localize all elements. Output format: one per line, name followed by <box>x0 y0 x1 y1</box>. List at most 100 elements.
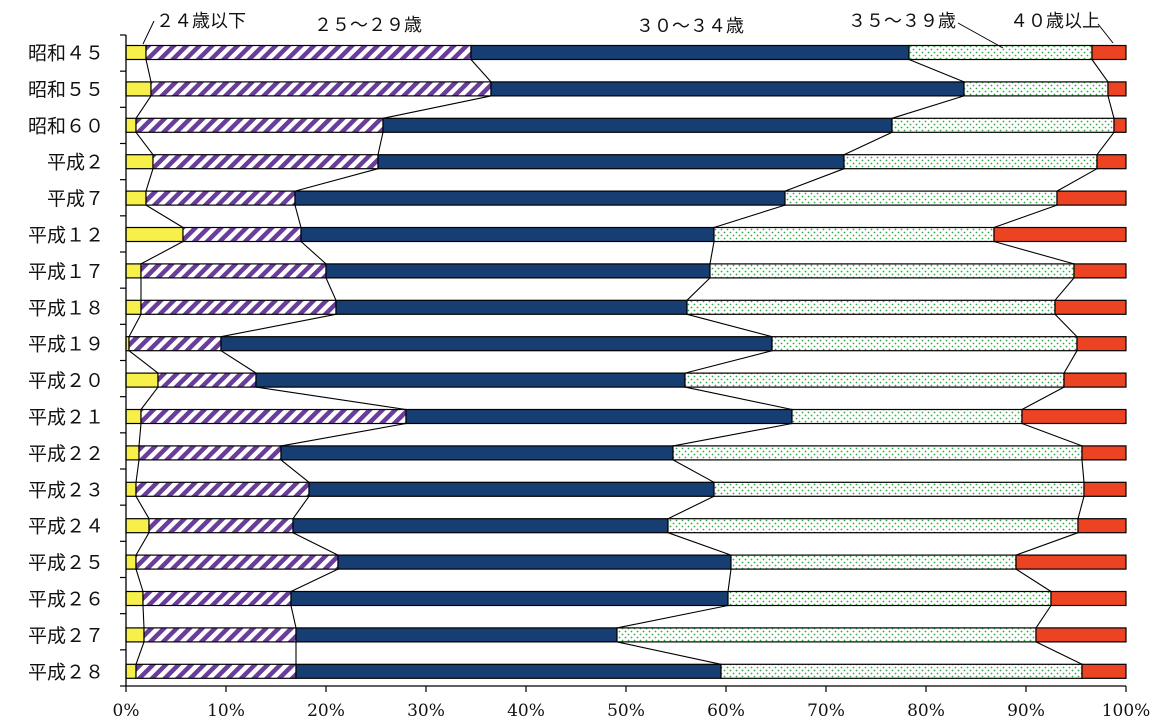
bar-segment-17-series-1 <box>125 627 145 643</box>
bar-segment-11-series-4 <box>791 408 1023 425</box>
connector-line <box>382 95 492 119</box>
category-label: 平成２０ <box>28 370 104 392</box>
bar-layer <box>125 44 1127 679</box>
connector-line <box>1035 641 1083 665</box>
bar-segment-7-series-4 <box>709 263 1075 279</box>
connector-line <box>616 641 722 665</box>
bar-segment-7-series-2 <box>140 263 327 279</box>
connector-line <box>145 168 154 192</box>
connector-line <box>377 132 384 155</box>
connector-line <box>684 350 773 374</box>
category-label: 昭和４５ <box>28 43 104 65</box>
category-label: 平成７ <box>47 188 104 210</box>
connector-line <box>1096 131 1115 156</box>
connector-line <box>128 350 159 374</box>
connector-line <box>667 495 715 520</box>
connector-line <box>1091 59 1109 83</box>
connector-line <box>135 131 154 156</box>
bar-segment-13-series-4 <box>713 481 1085 497</box>
legend-label: ２４歳以下 <box>156 11 246 32</box>
axes <box>120 34 1127 692</box>
bar-segment-8-series-2 <box>140 299 337 315</box>
connector-line <box>1081 459 1085 483</box>
x-tick-label: 90% <box>1007 701 1045 721</box>
legend: ２４歳以下 ２５～２９歳 ３０～３４歳 ３５～３９歳 ４０歳以上 <box>142 11 1114 49</box>
bar-segment-6-series-1 <box>125 226 184 243</box>
bar-segment-10-series-5 <box>1063 372 1127 388</box>
bar-segment-11-series-3 <box>405 408 793 425</box>
bar-segment-11-series-5 <box>1021 408 1127 425</box>
x-tick-label: 100% <box>1102 701 1151 721</box>
bar-segment-18-series-1 <box>125 663 137 679</box>
connector-line <box>255 386 407 411</box>
bar-segment-1-series-2 <box>145 44 472 61</box>
bar-segment-8-series-5 <box>1054 299 1127 315</box>
connector-line <box>325 277 337 301</box>
connector-line <box>672 422 793 447</box>
bar-segment-2-series-2 <box>150 81 492 97</box>
x-tick-label: 60% <box>707 701 745 721</box>
bar-segment-8-series-1 <box>125 299 142 315</box>
bar-segment-15-series-5 <box>1015 554 1127 570</box>
category-label: 平成２４ <box>28 516 104 538</box>
bar-segment-10-series-4 <box>684 372 1065 388</box>
x-tick-label: 20% <box>307 701 345 721</box>
connector-line <box>686 277 711 301</box>
bar-segment-8-series-3 <box>335 299 688 315</box>
bar-segment-5-series-1 <box>125 190 147 206</box>
bar-segment-18-series-5 <box>1081 663 1127 679</box>
legend-label: ２５～２９歳 <box>314 15 422 36</box>
connector-line <box>1054 313 1078 338</box>
bar-segment-9-series-2 <box>128 336 222 352</box>
connector-line <box>145 204 184 228</box>
connector-line <box>135 459 140 483</box>
bar-segment-9-series-3 <box>220 336 773 352</box>
bar-segment-15-series-2 <box>135 554 339 570</box>
bar-segment-10-series-1 <box>125 372 159 388</box>
bar-segment-3-series-1 <box>125 117 137 133</box>
connector-line <box>908 58 965 83</box>
bar-segment-7-series-1 <box>125 263 142 279</box>
connector-line <box>727 569 732 592</box>
x-tick-label: 30% <box>407 701 445 721</box>
bar-segment-5-series-4 <box>784 190 1058 206</box>
connector-line <box>470 59 492 83</box>
connector-line <box>135 532 150 556</box>
bar-segment-8-series-4 <box>686 299 1056 315</box>
bar-segment-3-series-2 <box>135 117 384 133</box>
connector-line <box>713 204 786 229</box>
x-tick-label: 40% <box>507 701 545 721</box>
bar-segment-11-series-2 <box>140 408 407 425</box>
bar-segment-13-series-1 <box>125 481 137 497</box>
x-tick-label: 0% <box>113 701 140 721</box>
bar-segment-6-series-2 <box>182 226 302 243</box>
bar-segment-13-series-3 <box>308 481 715 497</box>
bar-segment-4-series-1 <box>125 154 154 170</box>
category-label: 昭和６０ <box>28 115 104 137</box>
connector-lines <box>128 58 1115 665</box>
bar-segment-1-series-4 <box>908 44 1093 61</box>
connector-line <box>709 241 715 264</box>
connector-line <box>1077 496 1085 519</box>
connector-line <box>128 314 142 337</box>
bar-segment-17-series-2 <box>143 627 297 643</box>
connector-line <box>300 241 327 265</box>
bar-segment-12-series-2 <box>138 445 282 461</box>
connector-line <box>292 532 339 556</box>
bar-segment-17-series-4 <box>616 627 1037 643</box>
connector-line <box>993 204 1058 229</box>
bar-segment-17-series-3 <box>295 627 618 643</box>
connector-line <box>220 350 257 374</box>
bar-segment-16-series-5 <box>1050 590 1127 607</box>
bar-segment-15-series-3 <box>337 554 732 570</box>
connector-line <box>135 496 150 519</box>
x-tick-label: 10% <box>207 701 245 721</box>
x-tick-label: 70% <box>807 701 845 721</box>
connector-line <box>891 95 965 119</box>
bar-segment-18-series-3 <box>295 663 722 679</box>
bar-segment-9-series-4 <box>771 336 1078 352</box>
connector-line <box>686 313 773 338</box>
connector-line <box>1063 350 1078 374</box>
bar-segment-10-series-3 <box>255 372 686 388</box>
bar-segment-12-series-5 <box>1081 445 1127 461</box>
